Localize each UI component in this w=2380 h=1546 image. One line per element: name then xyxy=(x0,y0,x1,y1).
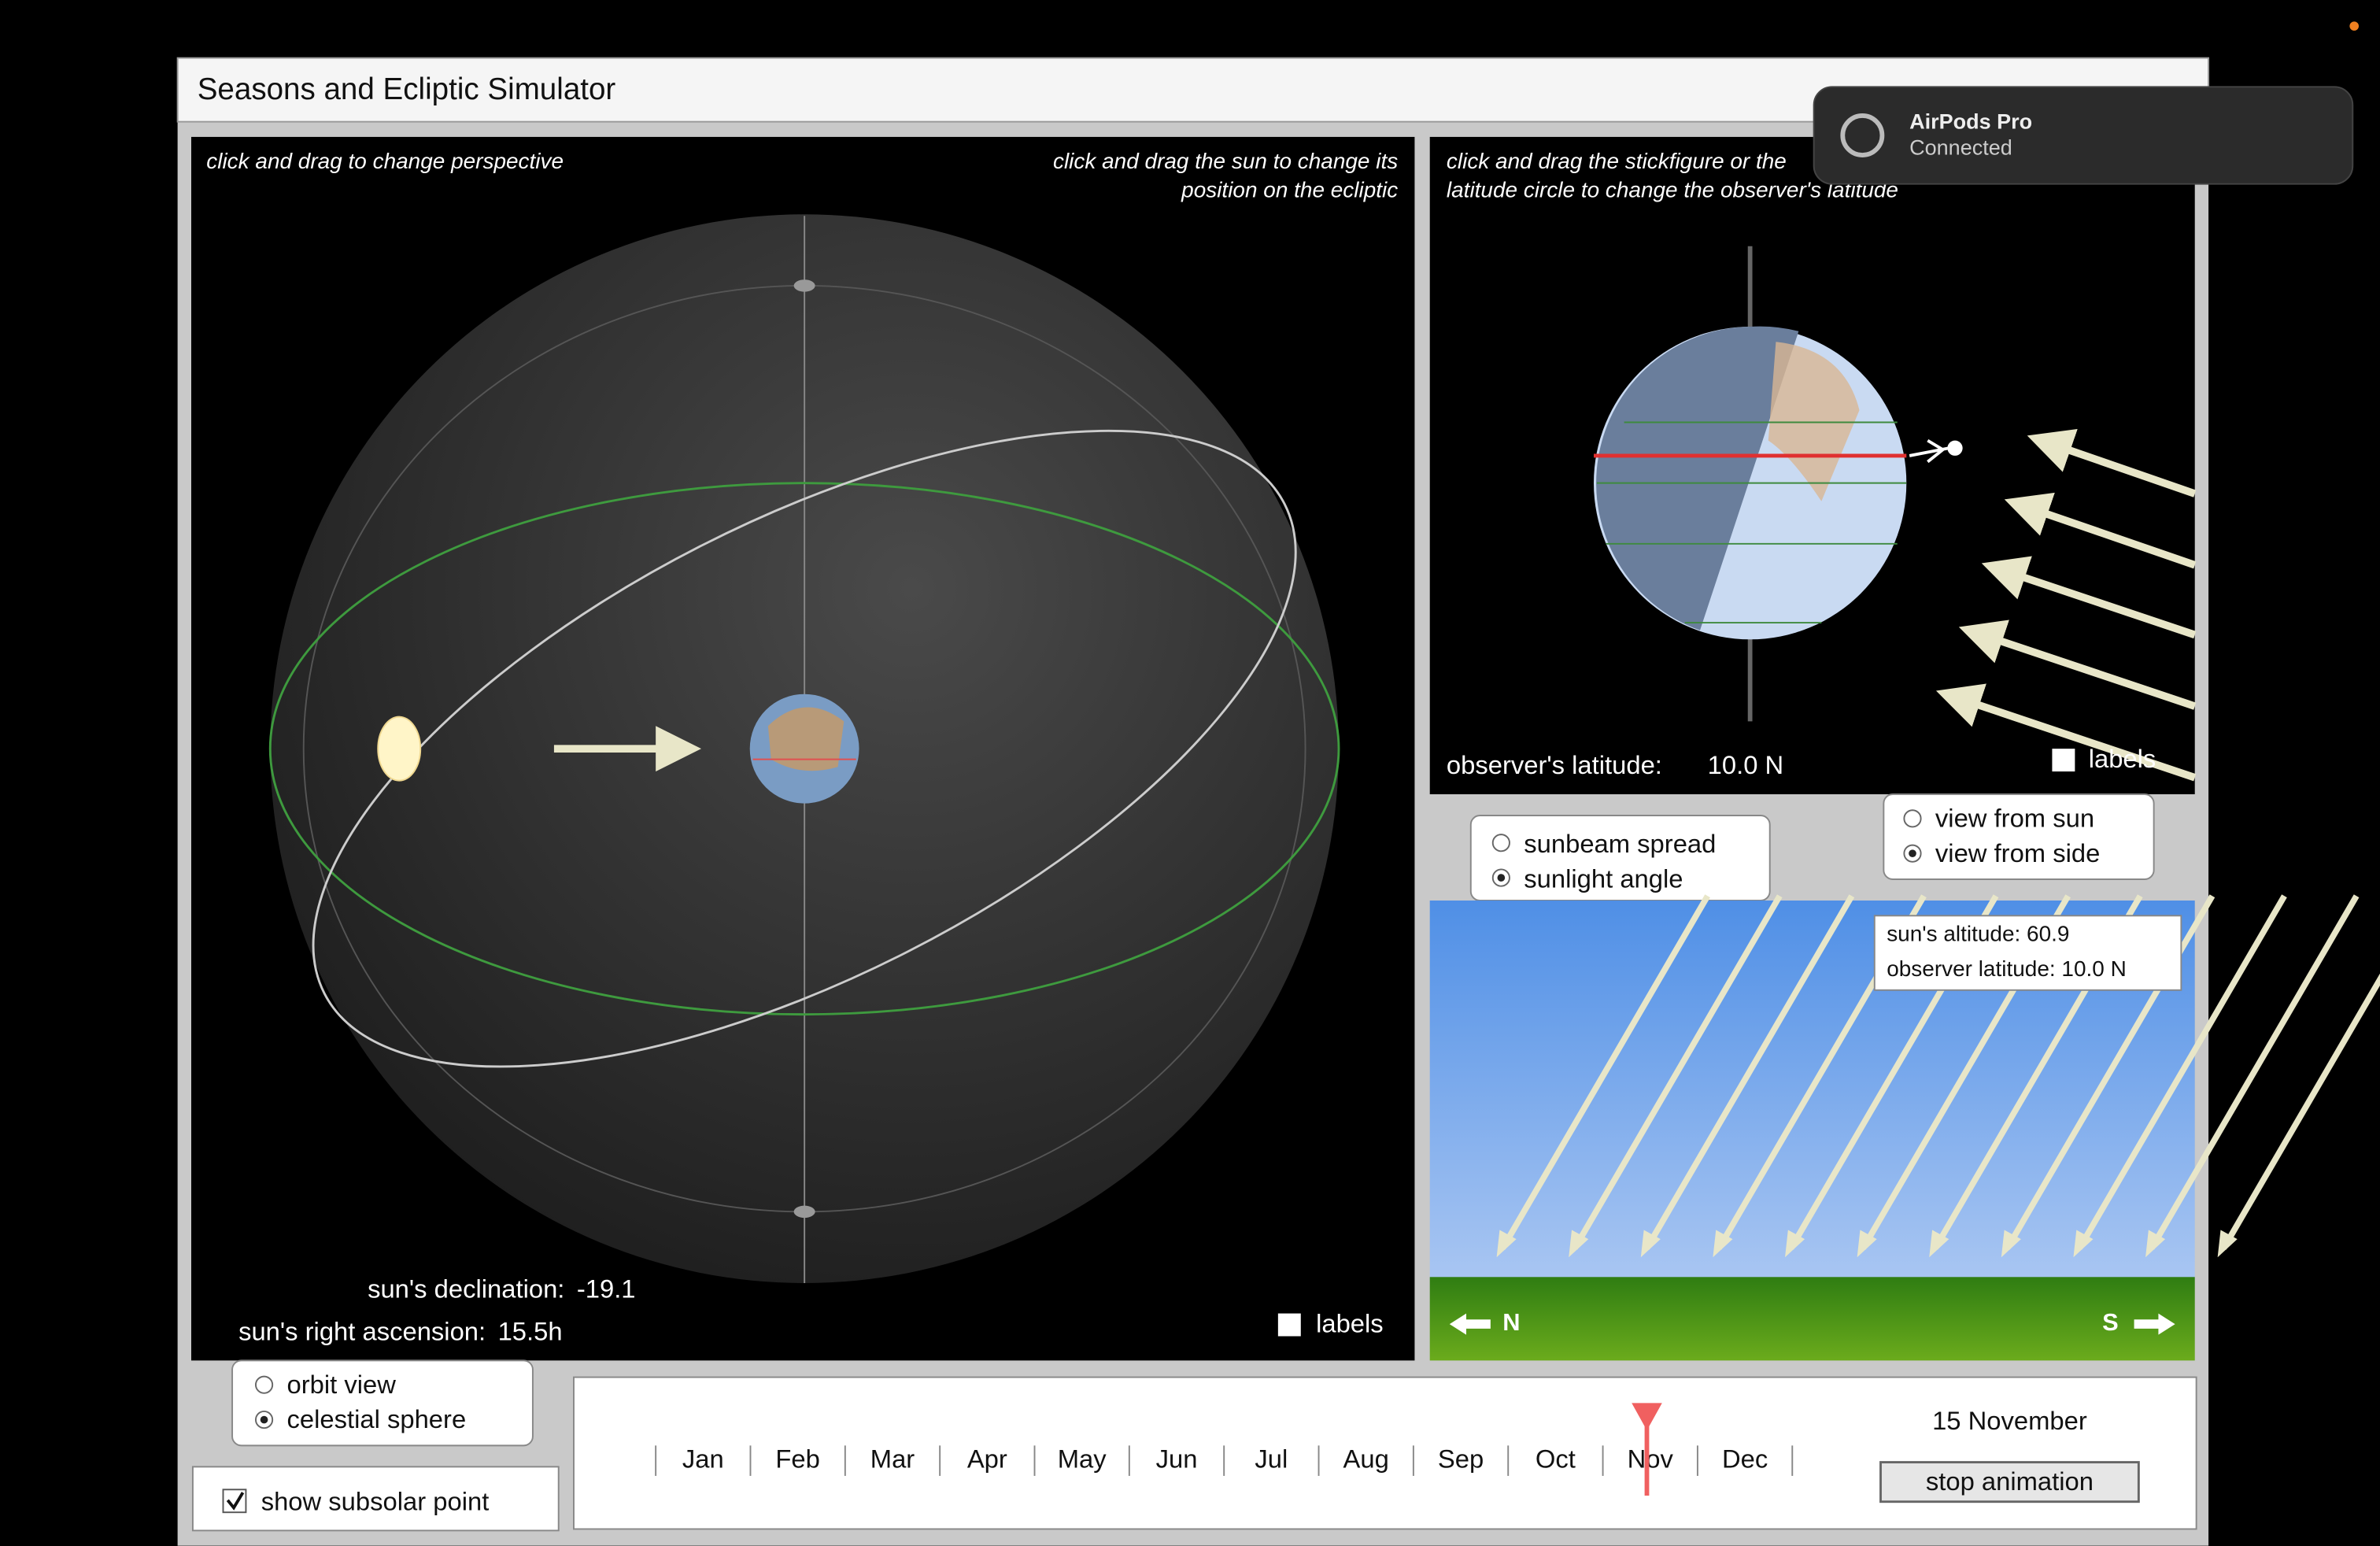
month-label: Sep xyxy=(1438,1444,1484,1473)
ground xyxy=(1429,1277,2195,1361)
month-label: Jun xyxy=(1156,1444,1198,1473)
arrow-south xyxy=(2134,1313,2175,1335)
radio-dot xyxy=(1497,874,1506,882)
sun-rays xyxy=(1497,896,2380,1257)
month-scale: Jan Feb Mar Apr May Jun Jul Aug Sep Oct Nov Dec xyxy=(655,1444,1794,1476)
month-label: Mar xyxy=(870,1444,915,1473)
ray-head xyxy=(1497,1230,1517,1258)
ecliptic xyxy=(312,429,1297,1068)
radio-label: view from sun xyxy=(1935,803,2094,832)
night-side xyxy=(1596,326,1799,631)
ray-head xyxy=(1569,1230,1588,1258)
timeline xyxy=(573,1376,2197,1530)
subsolar-box xyxy=(191,1466,560,1532)
radio-label: sunbeam spread xyxy=(1524,829,1716,858)
radio-dot xyxy=(260,1415,268,1424)
view-options xyxy=(1883,793,2155,880)
month-label: Feb xyxy=(775,1444,819,1473)
ray-head xyxy=(1785,1230,1805,1258)
ray xyxy=(1502,896,1707,1248)
ray xyxy=(1647,896,1852,1248)
checkbox-label: show subsolar point xyxy=(261,1486,490,1515)
info-box xyxy=(1873,915,2182,991)
radio-dot xyxy=(1909,849,1916,858)
airpods-icon xyxy=(1840,113,1885,157)
ray-head xyxy=(1857,1230,1877,1258)
ray xyxy=(2152,896,2356,1248)
radio-label: orbit view xyxy=(287,1370,397,1399)
north-label: N xyxy=(1502,1308,1520,1336)
arrow-north xyxy=(1449,1313,1491,1335)
ray-head xyxy=(2218,1230,2238,1258)
month-label: Aug xyxy=(1343,1444,1389,1473)
celestial-equator xyxy=(268,482,1340,1016)
stickfigure[interactable] xyxy=(1947,440,1963,456)
pole xyxy=(793,1205,815,1219)
latitude: 10.0 N xyxy=(1708,750,1784,779)
month-label: Jan xyxy=(682,1444,724,1473)
checkbox-label: labels xyxy=(1316,1309,1384,1338)
perspective-options xyxy=(231,1359,534,1447)
declination: -19.1 xyxy=(577,1274,636,1303)
month-label: Apr xyxy=(967,1444,1007,1473)
notification-status: Connected xyxy=(1909,135,2012,159)
radio[interactable] xyxy=(1903,809,1922,828)
stop-button[interactable] xyxy=(1879,1461,2140,1503)
radio-label: view from side xyxy=(1935,838,2100,867)
checkbox[interactable] xyxy=(2052,749,2075,772)
ray-head xyxy=(1641,1230,1661,1258)
latitude-lines xyxy=(1596,421,1907,624)
checkbox-label: labels xyxy=(2089,744,2156,773)
sunbeams xyxy=(1935,428,2197,782)
notification-title: AirPods Pro xyxy=(1909,110,2032,134)
month-label: May xyxy=(1058,1444,1107,1473)
hint: position on the ecliptic xyxy=(1181,178,1398,202)
right-ascension-label: sun's right ascension: xyxy=(238,1316,486,1345)
month-label: Dec xyxy=(1722,1444,1768,1473)
hint: click and drag the stickfigure or the xyxy=(1447,149,1787,173)
radio-label: celestial sphere xyxy=(287,1404,467,1433)
notification[interactable] xyxy=(1813,86,2354,185)
observer-latitude: observer latitude: 10.0 N xyxy=(1887,956,2127,981)
ray-head xyxy=(1713,1230,1732,1258)
checkbox[interactable] xyxy=(1277,1313,1301,1337)
ray-head xyxy=(2145,1230,2165,1258)
month-label: Nov xyxy=(1628,1444,1674,1473)
radio[interactable] xyxy=(255,1375,274,1394)
continent xyxy=(767,707,844,771)
pole xyxy=(793,279,815,292)
south-label: S xyxy=(2102,1308,2119,1336)
ray-head xyxy=(2001,1230,2021,1258)
hint: click and drag to change perspective xyxy=(206,149,564,173)
radio-label: sunlight angle xyxy=(1524,864,1683,893)
ray xyxy=(1575,896,1779,1248)
declination-label: sun's declination: xyxy=(368,1274,564,1303)
right-ascension: 15.5h xyxy=(498,1316,563,1345)
sun[interactable] xyxy=(377,716,422,782)
date-marker-head[interactable] xyxy=(1632,1403,1662,1431)
latitude-label: observer's latitude: xyxy=(1447,750,1662,779)
ray xyxy=(2223,896,2380,1248)
status-dot xyxy=(2349,21,2359,31)
ray xyxy=(2079,896,2284,1248)
hint: click and drag the sun to change its xyxy=(1053,149,1398,173)
button-label: stop animation xyxy=(1926,1466,2094,1496)
ray-head xyxy=(1929,1230,1949,1258)
radio[interactable] xyxy=(1491,834,1510,853)
date: 15 November xyxy=(1932,1406,2087,1435)
month-label: Oct xyxy=(1536,1444,1576,1473)
month-label: Jul xyxy=(1255,1444,1288,1473)
window-title: Seasons and Ecliptic Simulator xyxy=(198,72,616,106)
stickfigure xyxy=(1909,438,1949,464)
ray-head xyxy=(2073,1230,2093,1258)
sun-altitude: sun's altitude: 60.9 xyxy=(1887,922,2069,946)
checkmark xyxy=(226,1492,245,1511)
